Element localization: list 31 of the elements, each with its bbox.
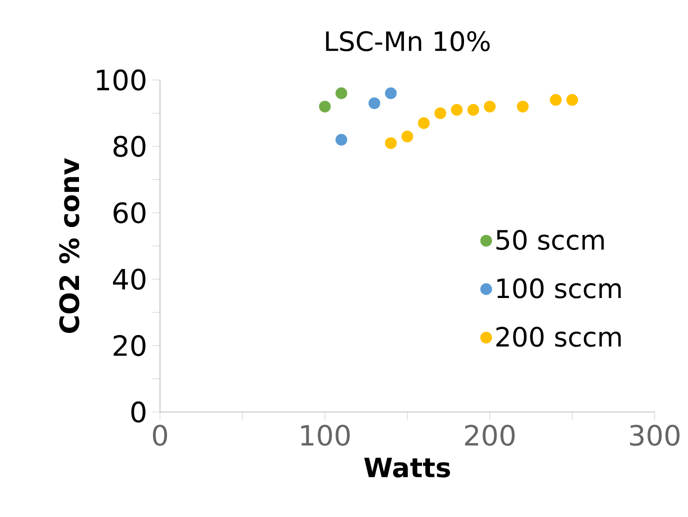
- point: [336, 87, 348, 100]
- point: [336, 134, 348, 146]
- x-tick-label: 0: [152, 424, 168, 446]
- point: [550, 94, 562, 106]
- point: [401, 130, 414, 142]
- point: [434, 107, 446, 120]
- point: [467, 104, 480, 116]
- point: [368, 97, 380, 110]
- legend-label: 100 sccm: [497, 278, 621, 298]
- point: [450, 104, 463, 116]
- point: [516, 100, 529, 112]
- y-tick-label: 60: [114, 202, 146, 224]
- point: [384, 137, 397, 149]
- x-axis-title: Watts: [364, 458, 450, 478]
- x-tick-label: 200: [465, 424, 515, 446]
- x-tick-label: 100: [301, 424, 350, 446]
- y-axis-title: CO2 % conv: [59, 158, 80, 333]
- legend-label: 200 sccm: [496, 326, 621, 347]
- legend-label: 50 sccm: [496, 230, 604, 250]
- y-tick-label: 40: [113, 268, 146, 290]
- point: [484, 100, 496, 112]
- point: [418, 117, 430, 130]
- y-tick-label: 0: [131, 401, 146, 423]
- y-tick-label: 100: [96, 69, 146, 91]
- y-tick-label: 80: [114, 136, 146, 157]
- y-tick-label: 20: [114, 335, 146, 356]
- chart-title: LSC-Mn 10%: [326, 31, 490, 52]
- point: [384, 87, 397, 100]
- x-tick-label: 300: [630, 424, 680, 446]
- point: [566, 94, 578, 106]
- point: [319, 100, 331, 112]
